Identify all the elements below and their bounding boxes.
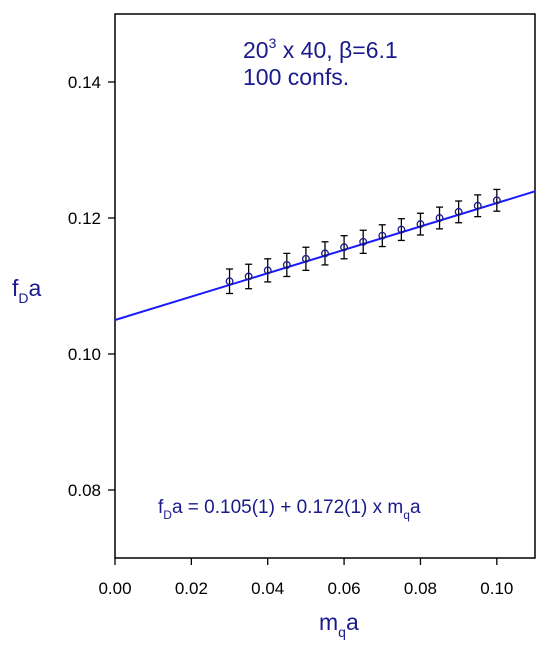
data-point bbox=[340, 243, 349, 252]
x-tick-label: 0.02 bbox=[175, 579, 208, 598]
data-point bbox=[301, 254, 310, 263]
x-label-rest: a bbox=[346, 609, 359, 635]
data-point-group bbox=[378, 224, 387, 248]
y-label-main: f bbox=[12, 275, 19, 301]
data-point-group bbox=[340, 235, 349, 260]
x-axis-ticks: 0.00 0.02 0.04 0.06 0.08 0.10 bbox=[98, 558, 513, 598]
y-axis-ticks: 0.08 0.10 0.12 0.14 bbox=[68, 73, 115, 500]
data-point-group bbox=[225, 268, 234, 295]
y-label-rest: a bbox=[29, 275, 42, 301]
y-label-sub: D bbox=[18, 290, 28, 306]
data-point bbox=[454, 207, 463, 216]
data-point-group bbox=[282, 252, 291, 278]
data-point-group bbox=[359, 229, 368, 255]
data-point bbox=[492, 196, 501, 205]
x-label-sub: q bbox=[338, 624, 346, 640]
data-point bbox=[473, 201, 482, 210]
lattice-annotation: 203 x 40, β=6.1 bbox=[243, 35, 398, 63]
lattice-exponent: 3 bbox=[269, 35, 277, 51]
data-point-group bbox=[244, 263, 253, 290]
x-tick-label: 0.10 bbox=[480, 579, 513, 598]
y-axis-label: fDa bbox=[12, 275, 42, 306]
data-point-group bbox=[416, 212, 425, 236]
x-tick-label: 0.00 bbox=[98, 579, 131, 598]
data-point bbox=[244, 272, 253, 281]
data-point bbox=[321, 249, 329, 258]
lattice-rest: x 40, β=6.1 bbox=[276, 37, 397, 63]
y-tick-label: 0.08 bbox=[68, 481, 101, 500]
x-label-main: m bbox=[319, 609, 338, 635]
y-tick-label: 0.12 bbox=[68, 209, 101, 228]
fit-sub-q: q bbox=[403, 508, 410, 522]
fit-mid: a = 0.105(1) + 0.172(1) x m bbox=[172, 497, 403, 518]
data-point bbox=[225, 277, 234, 286]
data-point-group bbox=[492, 188, 501, 212]
fit-equation: fDa = 0.105(1) + 0.172(1) x mqa bbox=[158, 497, 421, 522]
fit-sub-d: D bbox=[163, 508, 172, 522]
fit-f: f bbox=[158, 497, 164, 518]
fit-end: a bbox=[410, 497, 421, 518]
y-tick-label: 0.10 bbox=[68, 345, 101, 364]
data-point bbox=[263, 266, 272, 275]
data-point bbox=[435, 214, 444, 222]
data-point bbox=[282, 260, 291, 269]
data-point bbox=[378, 231, 387, 240]
lattice-base: 20 bbox=[243, 37, 269, 63]
data-point-group bbox=[397, 218, 406, 242]
data-point-group bbox=[301, 246, 310, 272]
x-tick-label: 0.06 bbox=[328, 579, 361, 598]
data-points bbox=[225, 188, 501, 295]
data-point bbox=[397, 225, 406, 234]
data-point-group bbox=[454, 200, 463, 224]
y-tick-label: 0.14 bbox=[68, 73, 101, 92]
confs-annotation: 100 confs. bbox=[243, 64, 349, 90]
data-point bbox=[416, 220, 425, 229]
data-point-group bbox=[263, 258, 272, 283]
plot-frame bbox=[114, 13, 536, 559]
data-point-group bbox=[435, 206, 444, 230]
data-point bbox=[359, 237, 368, 246]
plot-frame-group bbox=[114, 13, 536, 559]
data-point-group bbox=[473, 194, 482, 218]
data-point-group bbox=[321, 241, 329, 266]
x-tick-label: 0.04 bbox=[251, 579, 284, 598]
x-tick-label: 0.08 bbox=[404, 579, 437, 598]
x-axis-label: mqa bbox=[319, 609, 359, 640]
